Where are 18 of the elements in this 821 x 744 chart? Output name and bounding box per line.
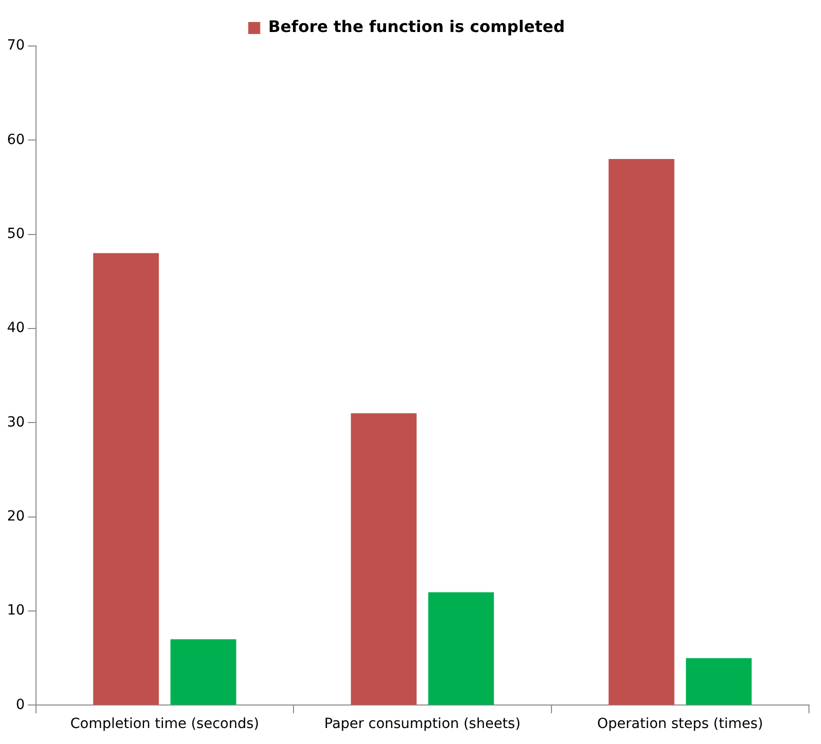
bar <box>350 413 417 705</box>
y-tick-label: 40 <box>6 320 25 336</box>
bar <box>170 639 236 705</box>
y-tick-label: 10 <box>6 602 25 619</box>
bar <box>93 253 159 705</box>
y-tick-label: 20 <box>6 508 25 524</box>
x-tick-label: Operation steps (times) <box>597 716 764 732</box>
legend-label: Before the function is completed <box>268 17 565 36</box>
y-tick-label: 70 <box>6 38 25 54</box>
y-tick-label: 0 <box>16 696 25 713</box>
x-tick-label: Paper consumption (sheets) <box>324 716 521 732</box>
x-tick-label: Completion time (seconds) <box>70 716 260 732</box>
bar <box>428 592 494 705</box>
y-tick-label: 50 <box>6 226 25 242</box>
bar <box>608 159 674 705</box>
bar <box>686 658 752 705</box>
y-tick-label: 60 <box>6 132 25 148</box>
y-tick-label: 30 <box>6 414 25 430</box>
